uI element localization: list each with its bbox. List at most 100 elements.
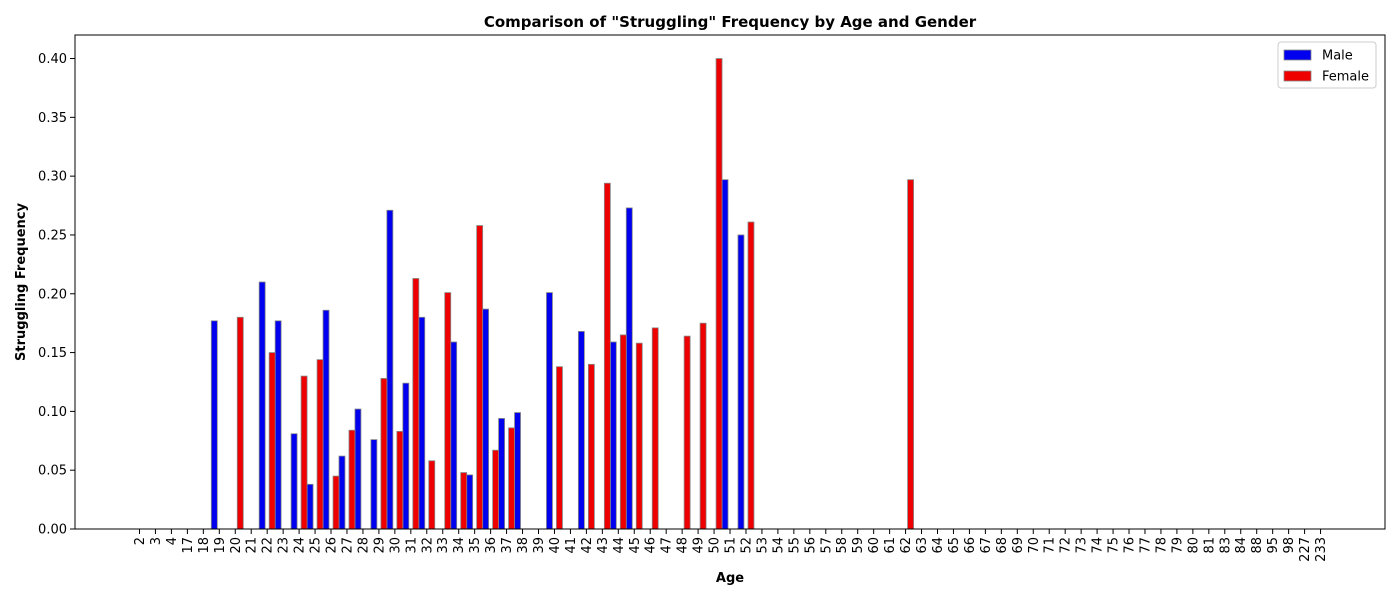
bar-male-52 xyxy=(737,234,745,530)
x-tick-label: 76 xyxy=(1123,537,1138,554)
x-tick-label: 78 xyxy=(1154,537,1169,554)
x-tick-label: 64 xyxy=(931,537,946,554)
bar-female-44 xyxy=(619,334,627,530)
plot-area-frame xyxy=(74,34,1386,530)
x-tick-label: 37 xyxy=(500,537,515,554)
x-tick-label: 70 xyxy=(1027,537,1042,554)
bar-female-20 xyxy=(236,316,244,530)
chart-title: Comparison of "Struggling" Frequency by … xyxy=(484,13,977,31)
x-tick-label: 32 xyxy=(420,537,435,554)
bar-male-36 xyxy=(482,308,490,530)
x-tick-label: 33 xyxy=(436,537,451,554)
bars-layer xyxy=(210,58,914,530)
bar-male-35 xyxy=(466,474,474,530)
x-tick-label: 83 xyxy=(1218,537,1233,554)
bar-female-31 xyxy=(412,278,420,530)
bar-female-62 xyxy=(907,179,914,530)
x-tick-label: 63 xyxy=(915,537,930,554)
x-tick-label: 50 xyxy=(708,537,723,554)
x-tick-label: 75 xyxy=(1107,537,1122,554)
legend-swatch-male xyxy=(1283,49,1312,61)
bar-female-33 xyxy=(444,292,452,530)
x-tick-label: 60 xyxy=(867,537,882,554)
x-tick-label: 43 xyxy=(596,537,611,554)
x-tick-label: 26 xyxy=(325,537,340,554)
bar-male-28 xyxy=(354,408,362,530)
x-tick-label: 59 xyxy=(851,537,866,554)
x-tick-label: 77 xyxy=(1138,537,1153,554)
x-tick-label: 40 xyxy=(548,537,563,554)
x-tick-label: 45 xyxy=(628,537,643,554)
x-tick-label: 17 xyxy=(181,537,196,554)
x-tick-label: 61 xyxy=(883,537,898,554)
bar-male-31 xyxy=(402,382,410,530)
y-tick-label: 0.20 xyxy=(38,287,67,302)
x-tick-label: 71 xyxy=(1043,537,1058,554)
x-tick-label: 54 xyxy=(771,537,786,554)
x-tick-label: 69 xyxy=(1011,537,1026,554)
bar-female-27 xyxy=(348,429,356,530)
x-tick-label: 20 xyxy=(229,537,244,554)
bar-female-30 xyxy=(396,430,404,530)
x-tick-label: 23 xyxy=(277,537,292,554)
x-tick-label: 52 xyxy=(739,537,754,554)
bar-male-30 xyxy=(386,209,394,530)
bar-female-45 xyxy=(635,342,643,530)
x-tick-label: 79 xyxy=(1170,537,1185,554)
bar-male-23 xyxy=(274,320,282,530)
y-tick-label: 0.25 xyxy=(38,228,67,243)
y-tick-label: 0.00 xyxy=(38,523,67,538)
x-tick-label: 48 xyxy=(676,537,691,554)
bar-male-34 xyxy=(450,341,458,530)
x-tick-label: 84 xyxy=(1234,537,1249,554)
legend-swatch-female xyxy=(1283,70,1312,82)
bar-male-26 xyxy=(322,309,330,530)
bar-male-38 xyxy=(514,412,521,530)
y-axis-ticks: 0.00 0.05 0.10 0.15 0.20 0.25 0.30 0.35 0.40 xyxy=(38,52,75,538)
bar-male-44 xyxy=(609,341,617,530)
x-tick-label: 62 xyxy=(899,537,914,554)
x-tick-label: 73 xyxy=(1075,537,1090,554)
x-tick-label: 31 xyxy=(404,537,419,554)
x-tick-label: 42 xyxy=(580,537,595,554)
x-tick-label: 27 xyxy=(340,537,355,554)
x-tick-label: 51 xyxy=(724,537,739,554)
bar-female-49 xyxy=(699,322,707,530)
bar-female-26 xyxy=(332,475,340,530)
x-tick-label: 18 xyxy=(197,537,212,554)
x-tick-label: 57 xyxy=(819,537,834,554)
y-tick-label: 0.35 xyxy=(38,111,67,126)
y-axis-label: Struggling Frequency xyxy=(14,203,29,361)
x-tick-label: 227 xyxy=(1298,537,1313,562)
x-tick-label: 41 xyxy=(564,537,579,554)
x-tick-label: 22 xyxy=(261,537,276,554)
x-tick-label: 98 xyxy=(1282,537,1297,554)
bar-male-32 xyxy=(418,316,426,530)
x-tick-label: 233 xyxy=(1314,537,1329,562)
bar-female-32 xyxy=(428,460,436,530)
x-tick-label: 56 xyxy=(803,537,818,554)
x-tick-label: 44 xyxy=(612,537,627,554)
x-tick-label: 39 xyxy=(532,537,547,554)
bar-female-43 xyxy=(603,182,611,530)
x-tick-label: 88 xyxy=(1250,537,1265,554)
x-tick-label: 67 xyxy=(979,537,994,554)
x-tick-label: 95 xyxy=(1266,537,1281,554)
x-tick-label: 53 xyxy=(755,537,770,554)
x-tick-label: 38 xyxy=(516,537,531,554)
bar-male-25 xyxy=(306,483,314,530)
x-tick-label: 25 xyxy=(309,537,324,554)
x-tick-label: 49 xyxy=(692,537,707,554)
bar-female-25 xyxy=(316,359,324,530)
legend: Male Female xyxy=(1277,41,1377,89)
y-tick-label: 0.15 xyxy=(38,346,67,361)
bar-male-45 xyxy=(625,207,633,530)
bar-male-27 xyxy=(338,455,346,530)
bar-female-42 xyxy=(587,363,595,530)
bar-female-48 xyxy=(683,335,691,530)
bar-female-40 xyxy=(556,366,563,530)
x-tick-label: 58 xyxy=(835,537,850,554)
y-tick-label: 0.40 xyxy=(38,52,67,67)
x-tick-label: 74 xyxy=(1091,537,1106,554)
